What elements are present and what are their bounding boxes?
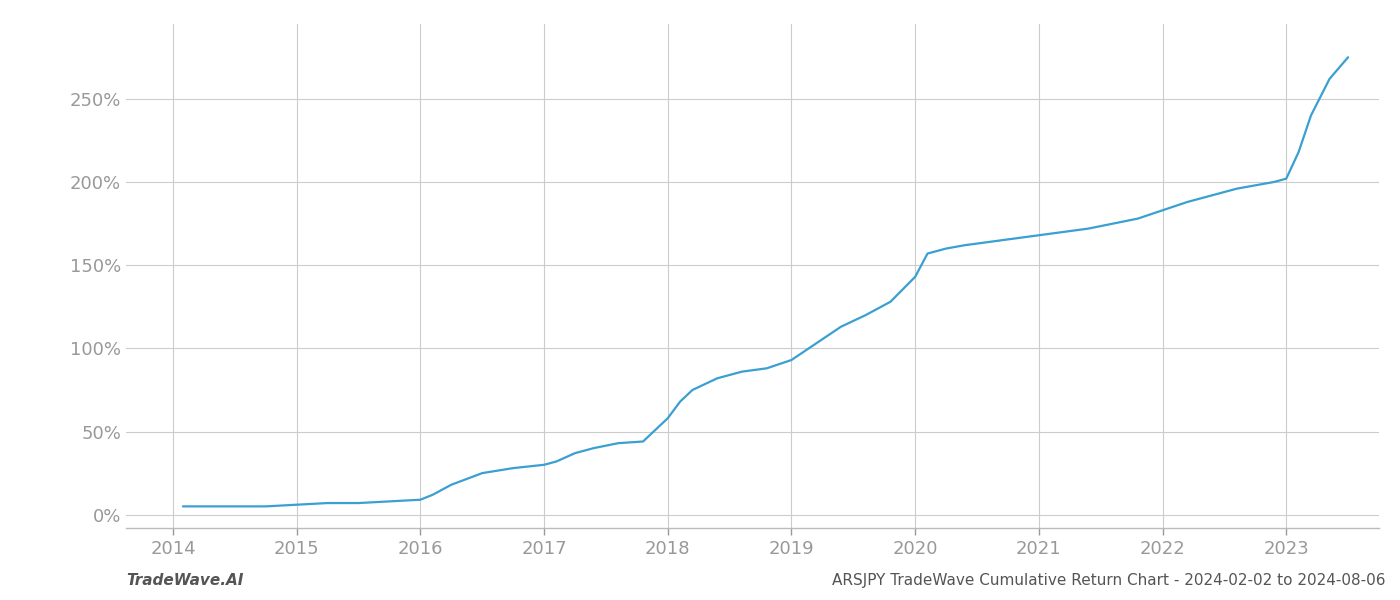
Text: TradeWave.AI: TradeWave.AI	[126, 573, 244, 588]
Text: ARSJPY TradeWave Cumulative Return Chart - 2024-02-02 to 2024-08-06: ARSJPY TradeWave Cumulative Return Chart…	[833, 573, 1386, 588]
